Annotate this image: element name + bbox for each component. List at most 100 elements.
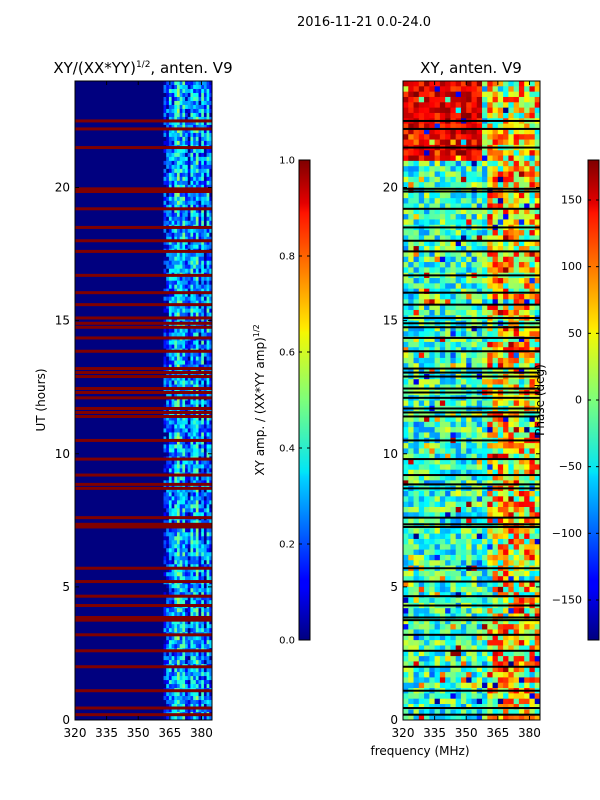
phase-cell [418,341,425,348]
amp-cell [187,216,191,222]
phase-cell [471,214,478,220]
phase-cell [408,464,415,471]
amp-cell [206,124,210,130]
amp-cell [168,640,173,645]
phase-cell [418,251,425,258]
amp-cell [198,600,202,605]
phase-cell [518,331,525,338]
phase-cell [439,128,446,135]
phase-cell [487,459,494,465]
phase-cell [518,341,525,348]
phase-cell [482,427,488,433]
amp-cell [201,240,205,246]
amp-cell [190,232,194,238]
phase-cell [424,262,430,268]
amp-cell [209,208,212,214]
phase-cell [455,480,462,487]
amp-cell [163,84,167,90]
phase-cell [460,480,467,487]
amp-cell [190,84,194,90]
amp-cell [174,81,178,86]
phase-cell [434,107,441,114]
flagged-time-row [75,486,212,490]
amp-cell [193,92,197,98]
amp-cell [206,352,210,358]
phase-cell [424,283,430,290]
amp-cell [198,716,202,720]
amp-cell [168,156,173,162]
amp-cell [209,264,212,270]
amp-cell [201,668,205,673]
phase-cell [524,112,530,119]
phase-cell [503,81,509,87]
amp-cell [174,684,178,689]
amp-cell [176,668,181,673]
amp-cell [206,416,210,421]
amp-cell [198,540,202,545]
amp-cell [176,108,181,114]
amp-cell [187,112,191,118]
phase-cell [429,331,436,338]
amp-cell [166,468,170,473]
amp-cell [182,552,186,557]
phase-cell [424,235,430,242]
phase-cell [534,416,540,423]
phase-cell [492,155,499,162]
phase-cell [513,309,520,316]
amp-cell [193,220,197,226]
phase-cell [429,368,436,375]
amp-cell [187,536,191,541]
phase-cell [424,219,430,226]
amp-cell [171,384,175,390]
amp-cell [166,312,170,318]
amp-cell [163,532,167,537]
amp-cell [209,480,212,485]
phase-cell [455,416,462,423]
phase-cell [450,219,457,226]
phase-cell [429,166,436,173]
phase-cell [445,331,451,338]
phase-cell [518,198,525,204]
amp-cell [168,192,173,198]
phase-cell [503,86,509,93]
flagged-time-row [75,396,212,400]
amp-cell [185,400,189,405]
phase-cell [471,384,478,391]
phase-cell [513,325,520,332]
phase-cell [513,171,520,178]
phase-cell [424,86,430,93]
amp-cell [187,488,191,493]
phase-cell [450,155,457,162]
phase-cell [503,192,509,199]
phase-cell [487,171,494,178]
phase-cell [460,187,467,194]
amp-cell [171,192,175,198]
phase-cell [434,411,441,417]
phase-cell [534,299,540,306]
phase-cell [482,187,488,194]
amp-cell [171,656,175,661]
phase-cell [439,139,446,146]
amp-cell [163,676,167,681]
phase-cell [508,480,515,487]
phase-cell [518,203,525,210]
phase-cell [513,235,520,242]
phase-cell [518,262,525,268]
phase-cell [476,155,483,162]
phase-cell [403,341,409,348]
amp-cell [185,644,189,649]
phase-cell [497,192,504,199]
phase-cell [518,347,525,354]
amp-cell [182,364,186,370]
phase-cell [434,299,441,306]
phase-cell [418,107,425,114]
phase-cell [429,107,436,114]
phase-cell [492,256,499,263]
amp-cell [198,436,202,441]
phase-cell [482,459,488,465]
phase-cell [466,347,472,354]
amp-cell [198,640,202,645]
amp-cell [174,304,178,310]
amp-cell [176,260,181,266]
amp-cell [201,156,205,162]
